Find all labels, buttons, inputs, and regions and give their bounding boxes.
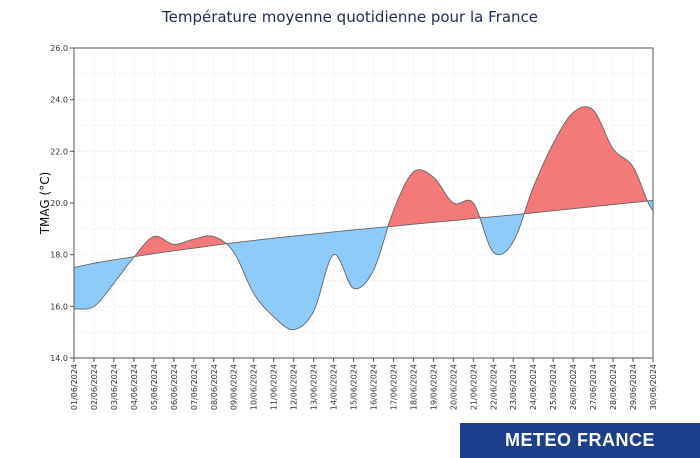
anomaly-fill-above (135, 235, 227, 257)
anomaly-fill-above (388, 169, 480, 227)
x-tick-label: 30/06/2024 (649, 364, 658, 410)
y-tick-label: 22.0 (50, 147, 68, 156)
x-tick-label: 18/06/2024 (409, 364, 418, 410)
x-tick-label: 23/06/2024 (509, 364, 518, 410)
x-tick-label: 15/06/2024 (350, 364, 359, 410)
x-tick-label: 11/06/2024 (270, 364, 279, 410)
x-tick-label: 20/06/2024 (449, 364, 458, 410)
x-tick-label: 14/06/2024 (330, 364, 339, 410)
x-tick-label: 12/06/2024 (290, 364, 299, 410)
x-tick-label: 09/06/2024 (230, 364, 239, 410)
anomaly-fill-above (524, 106, 648, 214)
y-tick-label: 26.0 (50, 44, 68, 53)
x-tick-label: 24/06/2024 (529, 364, 538, 410)
y-tick-label: 18.0 (50, 251, 68, 260)
x-tick-label: 01/06/2024 (70, 364, 79, 410)
anomaly-fills (74, 106, 653, 330)
x-tick-label: 16/06/2024 (369, 364, 378, 410)
x-tick-label: 29/06/2024 (629, 364, 638, 410)
anomaly-fill-below (479, 213, 525, 255)
x-tick-label: 17/06/2024 (389, 364, 398, 410)
series-line-tmag (73, 106, 654, 331)
x-tick-label: 07/06/2024 (190, 364, 199, 410)
x-tick-label: 02/06/2024 (90, 364, 99, 410)
anomaly-fill-below (74, 256, 135, 310)
series-line-normale (73, 199, 654, 269)
x-tick-label: 03/06/2024 (110, 364, 119, 410)
y-tick-label: 24.0 (50, 96, 68, 105)
x-tick-label: 04/06/2024 (130, 364, 139, 410)
x-tick-label: 05/06/2024 (150, 364, 159, 410)
x-tick-label: 19/06/2024 (429, 364, 438, 410)
x-tick-label: 10/06/2024 (250, 364, 259, 410)
meteo-france-logo: METEO FRANCE (460, 423, 700, 458)
x-tick-label: 27/06/2024 (589, 364, 598, 410)
x-tick-label: 28/06/2024 (609, 364, 618, 410)
y-axis-ticks: 14.0 16.0 18.0 20.0 22.0 24.0 26.0 (50, 44, 74, 363)
y-tick-label: 20.0 (50, 199, 68, 208)
x-tick-label: 21/06/2024 (469, 364, 478, 410)
x-tick-label: 08/06/2024 (210, 364, 219, 410)
series-lines (73, 106, 654, 331)
x-tick-label: 22/06/2024 (489, 364, 498, 410)
x-tick-label: 26/06/2024 (569, 364, 578, 410)
y-tick-label: 14.0 (50, 354, 68, 363)
anomaly-fill-below (227, 226, 388, 330)
x-tick-label: 13/06/2024 (310, 364, 319, 410)
y-axis-label: TMAG (°C) (38, 172, 52, 236)
x-tick-label: 06/06/2024 (170, 364, 179, 410)
anomaly-fill-below (648, 200, 653, 211)
x-axis-ticks: 01/06/2024 02/06/2024 03/06/2024 04/06/2024… (70, 358, 658, 410)
y-tick-label: 16.0 (50, 302, 68, 311)
chart-title: Température moyenne quotidienne pour la … (161, 8, 539, 26)
x-tick-label: 25/06/2024 (549, 364, 558, 410)
